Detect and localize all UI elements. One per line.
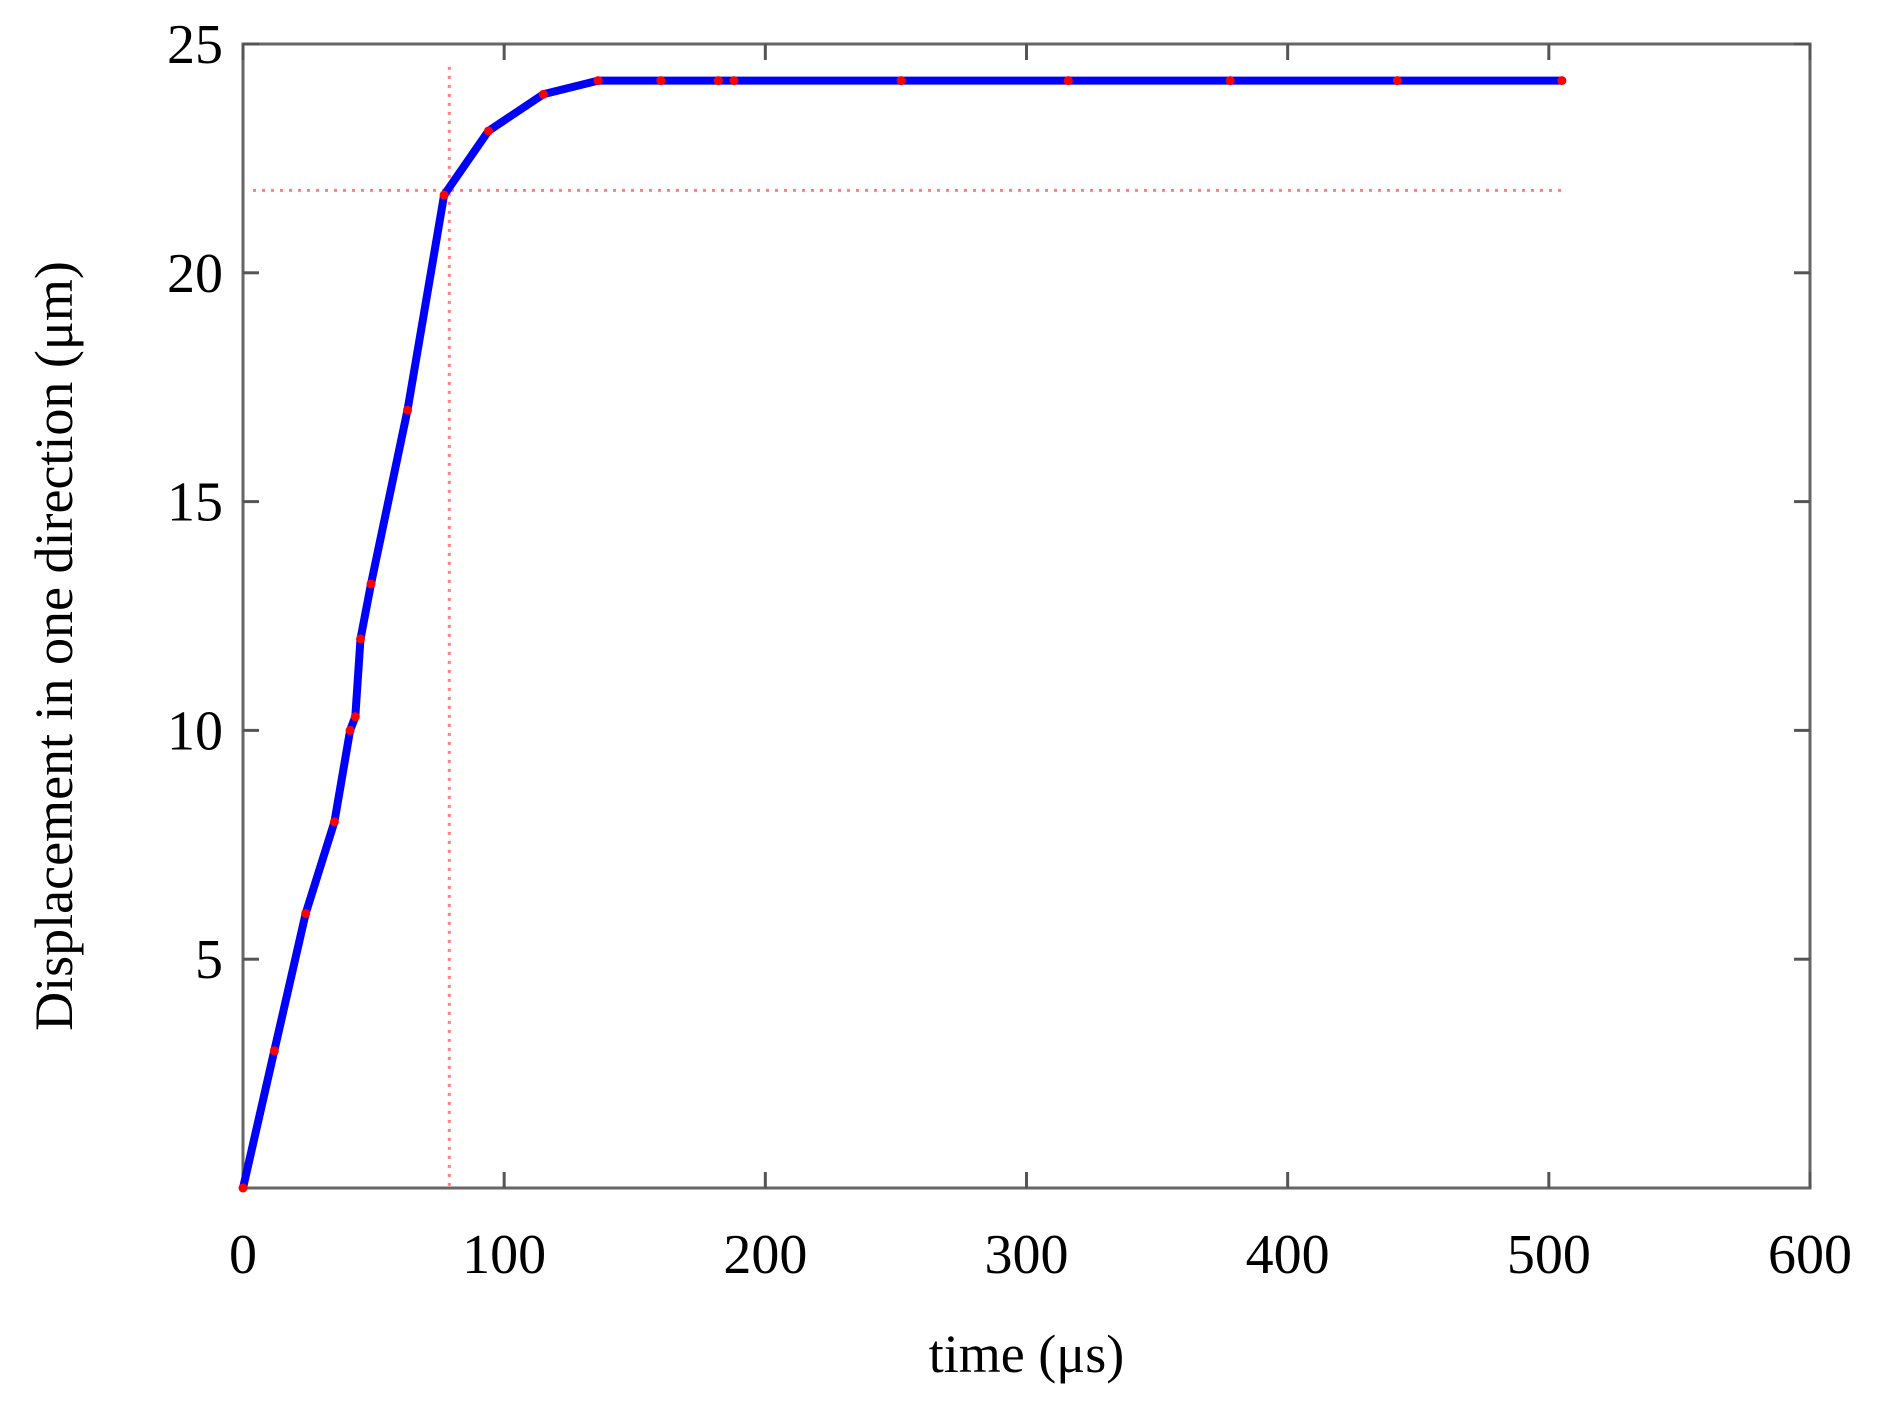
x-tick-label: 0 — [229, 1224, 257, 1286]
data-point — [713, 76, 723, 86]
data-point — [1392, 76, 1402, 86]
x-tick-label: 500 — [1507, 1224, 1591, 1286]
data-point — [656, 76, 666, 86]
data-point — [593, 76, 603, 86]
series-group — [238, 76, 1567, 1193]
data-point — [1063, 76, 1073, 86]
data-point — [269, 1046, 279, 1056]
data-point — [896, 76, 906, 86]
data-point — [403, 405, 413, 415]
x-tick-label: 400 — [1246, 1224, 1330, 1286]
ticks — [241, 42, 1812, 1188]
reference-lines — [253, 66, 1562, 1188]
data-point — [366, 579, 376, 589]
data-point — [329, 817, 339, 827]
data-point — [439, 190, 449, 200]
y-tick-label: 15 — [167, 472, 223, 534]
plot-area — [241, 42, 1812, 1190]
y-axis-label: Displacement in one direction (μm) — [24, 261, 84, 1031]
data-point — [356, 634, 366, 644]
y-tick-label: 5 — [195, 929, 223, 991]
data-point — [538, 89, 548, 99]
x-tick-label: 300 — [985, 1224, 1069, 1286]
y-tick-label: 25 — [167, 14, 223, 76]
x-tick-label: 600 — [1768, 1224, 1852, 1286]
y-tick-labels: 5 10 15 20 25 — [167, 14, 223, 991]
data-point — [238, 1183, 248, 1193]
y-tick-label: 10 — [167, 700, 223, 762]
data-point — [1225, 76, 1235, 86]
data-point — [729, 76, 739, 86]
x-tick-label: 200 — [723, 1224, 807, 1286]
data-point — [301, 908, 311, 918]
data-point — [483, 126, 493, 136]
y-tick-label: 20 — [167, 243, 223, 305]
data-point — [350, 712, 360, 722]
data-point — [345, 725, 355, 735]
x-axis-label: time (μs) — [929, 1324, 1124, 1384]
x-tick-labels: 0 100 200 300 400 500 600 — [229, 1224, 1852, 1286]
data-point — [1557, 76, 1567, 86]
x-tick-label: 100 — [462, 1224, 546, 1286]
